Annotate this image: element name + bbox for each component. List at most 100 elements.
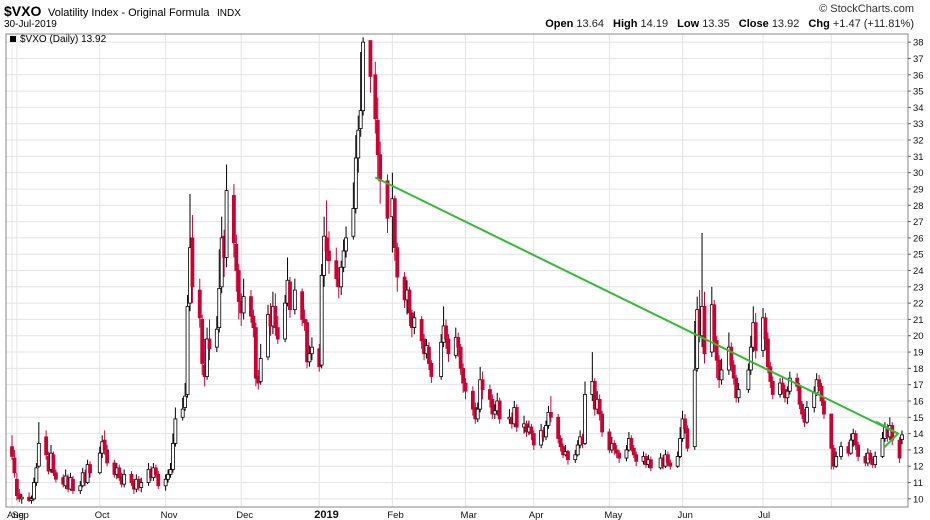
y-tick-label: 19 xyxy=(913,348,924,359)
candle-body xyxy=(575,444,580,456)
candle-body xyxy=(231,195,236,244)
candle-body xyxy=(205,338,209,377)
candle-body xyxy=(475,408,480,420)
x-tick-label: 2019 xyxy=(314,509,338,520)
grid xyxy=(6,34,908,507)
candle-body xyxy=(600,413,604,433)
candle-body xyxy=(275,327,280,340)
legend-label: $VXO (Daily) 13.92 xyxy=(20,34,107,45)
candle-body xyxy=(185,305,190,395)
candle-body xyxy=(236,270,241,302)
candle-body xyxy=(592,381,597,410)
candle-body xyxy=(834,456,839,467)
candle-body xyxy=(105,449,109,464)
candle-body xyxy=(10,446,14,457)
candle-body xyxy=(488,389,492,400)
candle-body xyxy=(556,416,561,439)
candle-body xyxy=(36,442,41,467)
candle-body xyxy=(817,379,821,387)
y-tick-label: 37 xyxy=(913,54,924,65)
x-tick-label: Apr xyxy=(529,510,544,520)
candle-body xyxy=(288,281,292,311)
x-tick-label: Mar xyxy=(461,510,477,520)
candle-body xyxy=(249,296,253,317)
chg-value: +1.47 (+11.81%) xyxy=(832,18,914,30)
candle-body xyxy=(305,322,309,363)
candle-body xyxy=(97,452,102,474)
candle-body xyxy=(685,428,690,449)
candle-body xyxy=(714,340,719,361)
x-tick-label: May xyxy=(604,510,622,520)
candle-body xyxy=(407,289,412,314)
y-tick-label: 34 xyxy=(913,103,924,114)
candle-body xyxy=(819,385,824,402)
y-tick-label: 30 xyxy=(913,168,924,179)
candle-body xyxy=(219,237,224,288)
candle-body xyxy=(197,289,202,319)
candle-body xyxy=(734,377,739,399)
candle-body xyxy=(678,438,683,457)
candle-body xyxy=(334,260,339,280)
candle-body xyxy=(122,473,127,485)
trendline xyxy=(374,176,900,449)
y-tick-label: 14 xyxy=(913,429,924,440)
candle-body xyxy=(868,452,873,461)
candle-body xyxy=(648,459,653,469)
candle-body xyxy=(344,237,348,252)
candle-body xyxy=(812,392,817,408)
candle-body xyxy=(419,319,424,342)
candle-body xyxy=(351,208,356,237)
candle-body xyxy=(561,446,565,456)
candle-body xyxy=(480,379,485,390)
candle-body xyxy=(612,442,617,451)
y-tick-label: 26 xyxy=(913,233,924,244)
close-value: 13.92 xyxy=(771,18,800,30)
candle-body xyxy=(392,198,397,249)
candle-body xyxy=(748,346,753,371)
candle-body xyxy=(712,304,717,342)
candle-body xyxy=(478,379,483,410)
candle-body xyxy=(153,467,158,475)
candle-body xyxy=(439,341,444,377)
chart-date: 30-Jul-2019 xyxy=(4,19,57,30)
candle-body xyxy=(102,439,107,451)
candle-body xyxy=(88,464,92,474)
candle-body xyxy=(614,449,619,454)
candle-body xyxy=(529,426,534,435)
candle-body xyxy=(163,478,168,487)
candle-body xyxy=(746,369,751,390)
candle-body xyxy=(402,276,407,301)
candle-body xyxy=(129,473,134,483)
candle-body xyxy=(17,493,22,500)
candle-body xyxy=(458,346,463,369)
candle-body xyxy=(683,418,687,430)
exchange: INDX xyxy=(217,8,241,19)
candle-body xyxy=(427,346,431,364)
candle-body xyxy=(695,309,700,369)
candle-body xyxy=(34,467,39,483)
candle-body xyxy=(795,377,800,387)
candle-body xyxy=(171,442,175,470)
low-value: 13.35 xyxy=(702,18,730,30)
y-tick-label: 21 xyxy=(913,315,924,326)
candle-body xyxy=(617,452,622,459)
candle-body xyxy=(631,447,636,456)
candle-body xyxy=(573,454,578,461)
candle-body xyxy=(327,250,331,262)
candle-body xyxy=(241,296,246,314)
candle-body xyxy=(546,411,551,426)
legend: $VXO (Daily) 13.92 xyxy=(10,34,107,45)
candle-body xyxy=(139,482,144,488)
candle-body xyxy=(180,408,185,418)
x-tick-label: Jun xyxy=(678,510,693,520)
close-label: Close xyxy=(738,18,769,30)
legend-swatch xyxy=(10,36,16,42)
candle-body xyxy=(19,496,24,500)
symbol: $VXO xyxy=(4,3,42,19)
candle-body xyxy=(85,464,90,483)
candle-body xyxy=(356,129,361,159)
candle-body xyxy=(880,438,885,457)
candle-body xyxy=(319,274,324,366)
